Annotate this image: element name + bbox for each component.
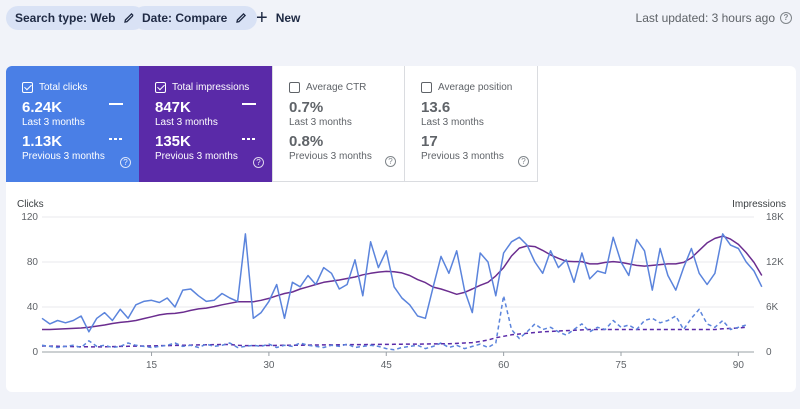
metric-current-value: 0.7% [289,99,324,116]
metric-card-total-impressions[interactable]: Total impressions 847K Last 3 months 135… [139,66,272,182]
dashed-line-legend-icon [242,138,256,140]
y-right-tick-label: 12K [766,257,784,268]
metric-previous-period: Previous 3 months [421,151,504,162]
last-updated-text: Last updated: 3 hours ago [635,11,775,25]
metric-previous-period: Previous 3 months [155,151,238,162]
metric-previous-value: 1.13K [22,133,63,150]
y-right-tick-label: 0 [766,347,772,358]
series-line-total-clicks [41,233,763,333]
help-icon[interactable]: ? [120,157,131,168]
y-left-tick-label: 120 [21,212,38,223]
metric-previous-value: 0.8% [289,133,324,150]
filter-bar: Search type: Web Date: Compare + New Las… [0,0,800,36]
metric-current-period: Last 3 months [421,117,484,128]
metric-card-total-clicks[interactable]: Total clicks 6.24K Last 3 months 1.13K P… [6,66,139,182]
y-left-tick-label: 0 [32,347,38,358]
metric-current-value: 6.24K [22,99,63,116]
series-line-total-impressions [42,235,763,331]
checkbox-unchecked-icon[interactable] [421,82,432,93]
metric-card-average-position[interactable]: Average position 13.6 Last 3 months 17 P… [405,66,538,182]
x-tick-label: 45 [381,360,393,371]
metric-card-average-ctr[interactable]: Average CTR 0.7% Last 3 months 0.8% Prev… [272,66,405,182]
y-right-tick-label: 18K [766,212,784,223]
x-tick-label: 60 [498,360,510,371]
solid-line-legend-icon [242,103,256,105]
metric-label: Average position [438,82,513,93]
new-filter-label: New [275,11,301,25]
dashed-line-legend-icon [109,138,123,140]
metric-label: Total clicks [39,82,88,93]
metric-previous-value: 17 [421,133,438,150]
checkbox-unchecked-icon[interactable] [289,82,300,93]
x-tick-label: 90 [733,360,745,371]
metric-label: Total impressions [172,82,250,93]
metric-current-period: Last 3 months [22,117,85,128]
x-tick-label: 75 [615,360,627,371]
y-left-tick-label: 40 [27,302,39,313]
metric-previous-period: Previous 3 months [22,151,105,162]
date-filter-label: Date: Compare [142,11,228,25]
metric-previous-value: 135K [155,133,191,150]
performance-chart[interactable]: Clicks Impressions 0 40 80 120 0 6K 12K 18K 15 30… [6,66,796,392]
pencil-icon [236,12,247,23]
y-right-tick-label: 6K [766,302,779,313]
series-line-total-clicks-previous [41,295,747,351]
left-axis-title: Clicks [17,199,44,210]
y-left-tick-label: 80 [27,257,39,268]
solid-line-legend-icon [109,103,123,105]
x-tick-label: 15 [146,360,158,371]
metric-current-period: Last 3 months [155,117,218,128]
help-icon[interactable]: ? [253,157,264,168]
series-line-total-impressions-previous [41,326,747,348]
date-filter-chip[interactable]: Date: Compare [133,6,258,30]
checkbox-checked-icon[interactable] [155,82,166,93]
chart-series [41,233,763,351]
performance-panel: Total clicks 6.24K Last 3 months 1.13K P… [6,66,796,392]
right-axis-title: Impressions [732,199,786,210]
pencil-icon [124,12,135,23]
metric-previous-period: Previous 3 months [289,151,372,162]
metric-current-value: 847K [155,99,191,116]
chart-ticks: 0 40 80 120 0 6K 12K 18K 15 30 45 60 75 90 [21,212,784,371]
search-type-filter-chip[interactable]: Search type: Web [6,6,146,30]
help-icon[interactable]: ? [518,156,529,167]
last-updated: Last updated: 3 hours ago ? [636,11,792,25]
checkbox-checked-icon[interactable] [22,82,33,93]
metric-label: Average CTR [306,82,367,93]
plus-icon: + [256,7,268,29]
search-type-filter-label: Search type: Web [15,11,116,25]
metric-current-period: Last 3 months [289,117,352,128]
metric-current-value: 13.6 [421,99,451,116]
chart-grid [42,216,754,353]
help-icon[interactable]: ? [780,12,792,24]
new-filter-button[interactable]: + New [256,6,300,30]
x-tick-label: 30 [263,360,275,371]
help-icon[interactable]: ? [385,156,396,167]
